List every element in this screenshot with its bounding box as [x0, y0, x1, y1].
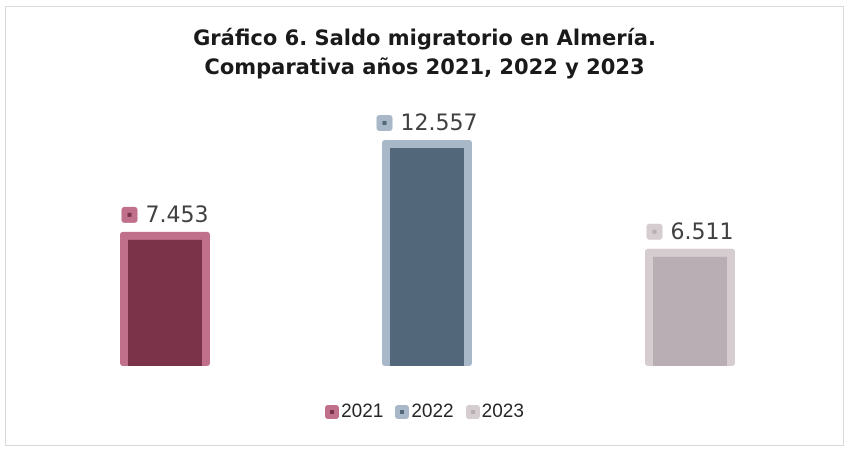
chart-title-line-2: Comparativa años 2021, 2022 y 2023 — [204, 55, 645, 79]
legend-label-2021: 2021 — [341, 401, 384, 422]
legend-item-2022: 2022 — [395, 401, 454, 423]
bar-fill-2022 — [390, 147, 464, 366]
data-label-marker-dot-2023 — [652, 229, 657, 234]
chart-title-line-1: Gráfico 6. Saldo migratorio en Almería. — [193, 26, 656, 50]
data-label-2023: 6.511 — [646, 220, 734, 245]
data-label-marker-dot-2022 — [382, 120, 387, 125]
legend-swatch-2023 — [465, 405, 480, 419]
legend: 2021 2022 2023 — [0, 401, 849, 423]
bar-fill-2021 — [128, 239, 202, 366]
legend-label-2023: 2023 — [481, 401, 524, 422]
legend-label-2022: 2022 — [411, 401, 454, 422]
data-label-text-2023: 6.511 — [671, 220, 734, 245]
data-label-marker-dot-2021 — [127, 212, 132, 217]
data-label-2022: 12.557 — [376, 111, 478, 136]
bar-fill-2023 — [653, 256, 727, 366]
legend-swatch-2021 — [325, 405, 340, 419]
legend-swatch-2022 — [395, 405, 410, 419]
legend-item-2023: 2023 — [465, 401, 524, 423]
chart-title: Gráfico 6. Saldo migratorio en Almería. … — [0, 24, 849, 82]
data-label-text-2022: 12.557 — [401, 111, 478, 136]
data-label-2021: 7.453 — [121, 203, 209, 228]
data-label-text-2021: 7.453 — [146, 203, 209, 228]
legend-item-2021: 2021 — [325, 401, 383, 423]
